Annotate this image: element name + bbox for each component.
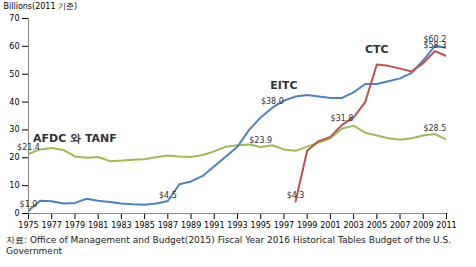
svg-text:1979: 1979 [65, 221, 85, 230]
svg-text:0: 0 [14, 209, 19, 218]
svg-text:2007: 2007 [390, 221, 410, 230]
svg-text:$1.0: $1.0 [20, 200, 38, 209]
svg-text:$21.4: $21.4 [17, 143, 40, 152]
svg-text:1975: 1975 [18, 221, 38, 230]
svg-text:$38.0: $38.0 [261, 97, 284, 106]
svg-text:2009: 2009 [413, 221, 433, 230]
svg-text:1999: 1999 [297, 221, 317, 230]
svg-text:60: 60 [9, 42, 19, 51]
svg-text:2003: 2003 [343, 221, 363, 230]
svg-text:40: 40 [9, 98, 19, 107]
svg-text:1997: 1997 [274, 221, 294, 230]
svg-text:50: 50 [9, 70, 19, 79]
svg-text:CTC: CTC [365, 43, 389, 56]
svg-text:1981: 1981 [88, 221, 108, 230]
svg-text:2011: 2011 [436, 221, 456, 230]
svg-text:30: 30 [9, 125, 19, 134]
svg-text:$4.3: $4.3 [287, 191, 305, 200]
svg-text:1987: 1987 [158, 221, 178, 230]
svg-text:1985: 1985 [134, 221, 154, 230]
svg-text:1993: 1993 [227, 221, 247, 230]
svg-text:2005: 2005 [367, 221, 387, 230]
svg-text:70: 70 [9, 14, 19, 23]
svg-text:1983: 1983 [111, 221, 131, 230]
svg-text:$28.5: $28.5 [423, 124, 446, 133]
svg-text:1989: 1989 [181, 221, 201, 230]
svg-text:Billions(2011 기준): Billions(2011 기준) [4, 2, 78, 11]
svg-text:1995: 1995 [251, 221, 271, 230]
svg-text:10: 10 [9, 181, 19, 190]
svg-text:2001: 2001 [320, 221, 340, 230]
svg-text:$23.9: $23.9 [249, 136, 272, 145]
svg-text:1977: 1977 [42, 221, 62, 230]
svg-text:$31.8: $31.8 [331, 114, 354, 123]
svg-text:1991: 1991 [204, 221, 224, 230]
svg-text:EITC: EITC [270, 79, 297, 92]
html-text:자료: Office of Management and B: 자료: Office of Management and Budget(2015… [6, 235, 452, 256]
svg-text:$4.5: $4.5 [159, 191, 177, 200]
svg-text:20: 20 [9, 153, 19, 162]
svg-text:$58.3: $58.3 [423, 41, 446, 50]
svg-text:AFDC 와 TANF: AFDC 와 TANF [33, 132, 117, 145]
